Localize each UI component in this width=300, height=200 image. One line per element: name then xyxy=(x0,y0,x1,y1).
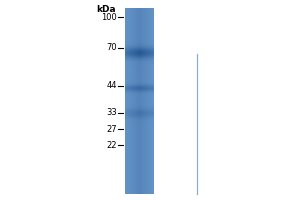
Text: 22: 22 xyxy=(106,140,117,149)
Text: 44: 44 xyxy=(106,81,117,90)
Text: 33: 33 xyxy=(106,108,117,117)
Text: kDa: kDa xyxy=(96,5,116,14)
Text: 27: 27 xyxy=(106,124,117,134)
Text: 70: 70 xyxy=(106,44,117,52)
Text: 100: 100 xyxy=(101,12,117,21)
